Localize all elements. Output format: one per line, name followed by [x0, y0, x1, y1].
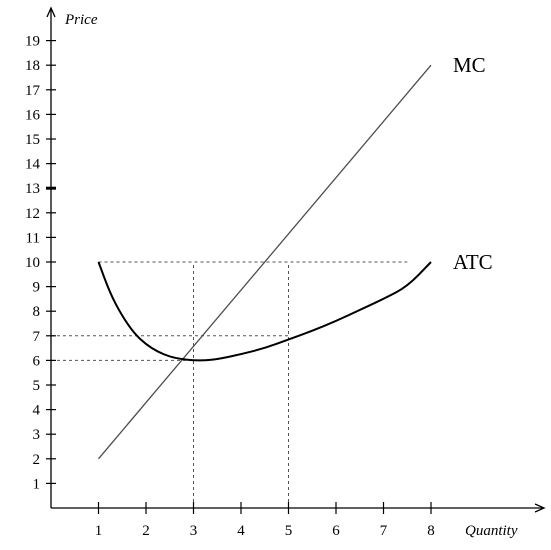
axes	[46, 6, 546, 513]
series-label-atc: ATC	[453, 250, 493, 274]
x-tick-label-8: 8	[427, 523, 435, 539]
y-tick-label-16: 16	[25, 107, 41, 123]
y-tick-label-8: 8	[33, 304, 41, 320]
y-tick-label-10: 10	[25, 255, 40, 271]
y-tick-label-14: 14	[25, 157, 41, 173]
y-tick-label-18: 18	[25, 58, 40, 74]
series-label-mc: MC	[453, 53, 486, 77]
y-tick-label-17: 17	[25, 83, 41, 99]
x-tick-label-1: 1	[95, 523, 103, 539]
y-tick-label-2: 2	[33, 452, 41, 468]
tick-marks	[46, 39, 432, 514]
y-tick-label-6: 6	[33, 353, 41, 369]
x-tick-label-7: 7	[380, 523, 388, 539]
y-tick-label-3: 3	[33, 427, 41, 443]
y-axis-arrow	[46, 6, 56, 18]
y-tick-label-9: 9	[33, 280, 41, 296]
x-tick-label-3: 3	[190, 523, 198, 539]
reference-lines	[51, 261, 408, 508]
x-tick-label-4: 4	[237, 523, 245, 539]
y-tick-label-4: 4	[33, 403, 41, 419]
y-tick-label-1: 1	[33, 476, 41, 492]
y-tick-label-5: 5	[33, 378, 41, 394]
y-tick-label-11: 11	[26, 230, 40, 246]
y-tick-label-13: 13	[25, 181, 40, 197]
y-tick-label-19: 19	[25, 34, 40, 50]
x-tick-label-6: 6	[332, 523, 340, 539]
y-tick-label-7: 7	[33, 329, 41, 345]
x-axis-title: Quantity	[465, 523, 518, 539]
y-tick-label-15: 15	[25, 132, 40, 148]
y-axis-title: Price	[64, 12, 98, 28]
series-mc-line	[98, 64, 432, 460]
series-atc-line	[97, 261, 432, 362]
x-axis-arrow	[534, 503, 546, 513]
x-tick-label-5: 5	[285, 523, 293, 539]
y-tick-label-12: 12	[25, 206, 40, 222]
x-tick-label-2: 2	[142, 523, 150, 539]
series-group	[97, 64, 432, 460]
